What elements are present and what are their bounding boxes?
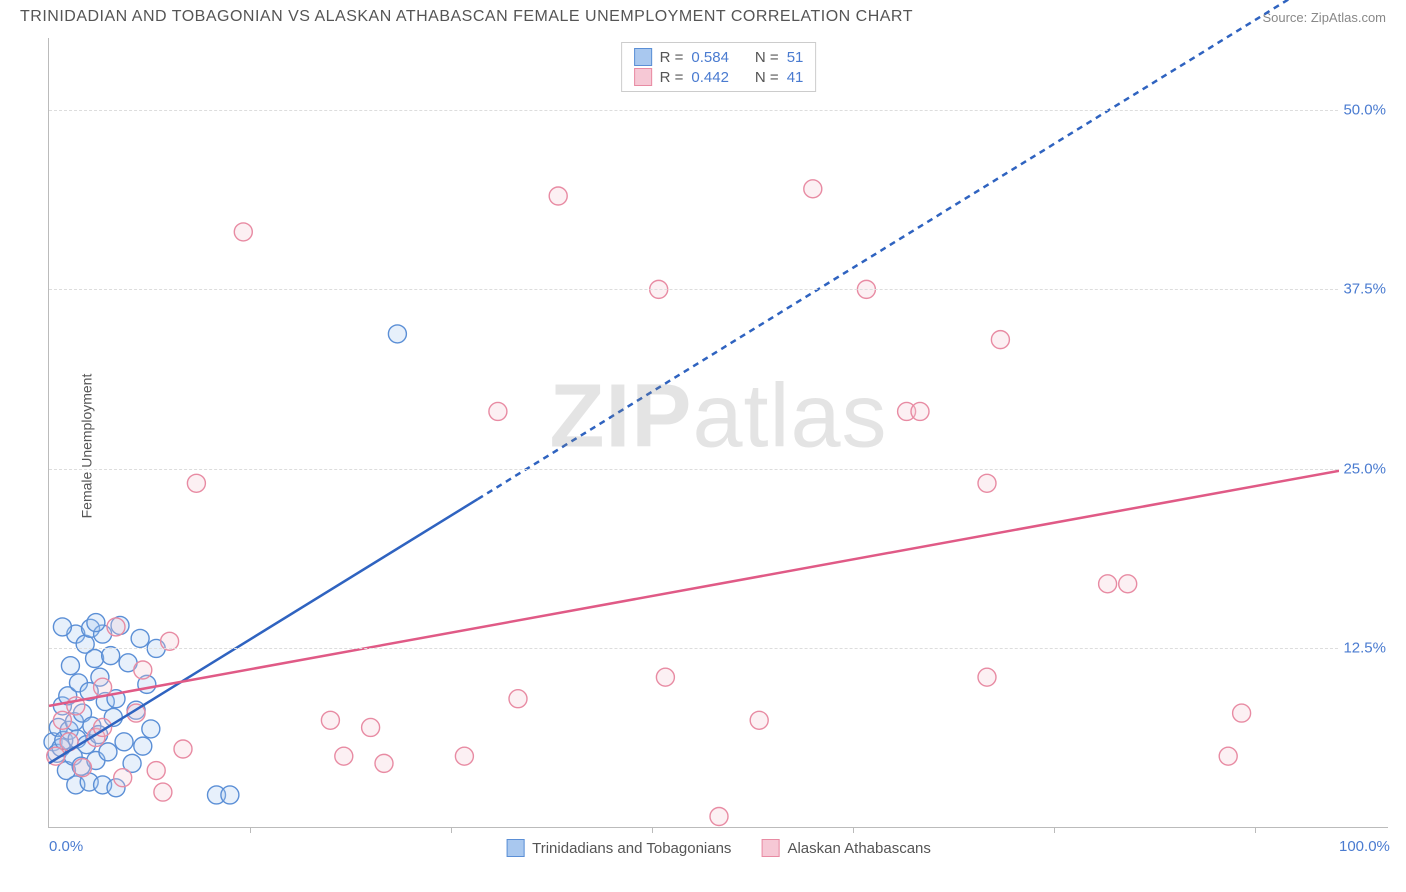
x-minor-tick xyxy=(250,827,251,833)
data-point xyxy=(114,769,132,787)
data-point xyxy=(187,474,205,492)
data-point xyxy=(86,650,104,668)
data-point xyxy=(174,740,192,758)
data-point xyxy=(1233,704,1251,722)
legend-r-label: R = xyxy=(660,49,684,66)
legend-swatch xyxy=(634,48,652,66)
chart-title: TRINIDADIAN AND TOBAGONIAN VS ALASKAN AT… xyxy=(20,8,913,26)
x-tick-label: 100.0% xyxy=(1339,838,1390,855)
legend-swatch xyxy=(506,839,524,857)
data-point xyxy=(978,474,996,492)
data-point xyxy=(131,629,149,647)
legend-row: R = 0.584 N = 51 xyxy=(634,47,804,67)
data-point xyxy=(1219,747,1237,765)
correlation-legend: R = 0.584 N = 51 R = 0.442 N = 41 xyxy=(621,42,817,92)
data-point xyxy=(1119,575,1137,593)
data-point xyxy=(804,180,822,198)
data-point xyxy=(489,402,507,420)
x-minor-tick xyxy=(451,827,452,833)
data-point xyxy=(710,808,728,826)
legend-n-value: 41 xyxy=(787,69,804,86)
data-point xyxy=(53,618,71,636)
data-point xyxy=(509,690,527,708)
source-label: Source: ZipAtlas.com xyxy=(1262,10,1386,25)
data-point xyxy=(375,754,393,772)
legend-r-value: 0.584 xyxy=(691,49,729,66)
y-tick-label: 12.5% xyxy=(1339,640,1390,657)
data-point xyxy=(362,718,380,736)
chart-plot-area: ZIPatlas R =0.584N =51R =0.442N =41 Trin… xyxy=(48,38,1388,828)
data-point xyxy=(221,786,239,804)
data-point xyxy=(134,737,152,755)
data-point xyxy=(74,759,92,777)
data-point xyxy=(549,187,567,205)
data-point xyxy=(147,762,165,780)
data-point xyxy=(911,402,929,420)
data-point xyxy=(87,614,105,632)
data-point xyxy=(750,711,768,729)
data-point xyxy=(455,747,473,765)
legend-r-value: 0.442 xyxy=(691,69,729,86)
data-point xyxy=(1099,575,1117,593)
legend-row: R = 0.442 N = 41 xyxy=(634,67,804,87)
data-point xyxy=(335,747,353,765)
y-tick-label: 50.0% xyxy=(1339,101,1390,118)
data-point xyxy=(991,331,1009,349)
legend-swatch xyxy=(634,68,652,86)
legend-r-label: R = xyxy=(660,69,684,86)
data-point xyxy=(234,223,252,241)
y-tick-label: 37.5% xyxy=(1339,281,1390,298)
data-point xyxy=(53,711,71,729)
data-point xyxy=(388,325,406,343)
grid-line xyxy=(49,289,1388,290)
series-legend-item: Trinidadians and Tobagonians xyxy=(506,839,731,857)
chart-svg xyxy=(49,38,1388,827)
data-point xyxy=(142,720,160,738)
data-point xyxy=(115,733,133,751)
series-legend: Trinidadians and Tobagonians Alaskan Atha… xyxy=(506,839,931,857)
regression-line xyxy=(49,462,1389,706)
grid-line xyxy=(49,648,1388,649)
legend-swatch xyxy=(761,839,779,857)
x-minor-tick xyxy=(853,827,854,833)
series-label: Trinidadians and Tobagonians xyxy=(532,840,731,857)
x-minor-tick xyxy=(1255,827,1256,833)
x-minor-tick xyxy=(652,827,653,833)
grid-line xyxy=(49,469,1388,470)
x-tick-label: 0.0% xyxy=(49,838,83,855)
y-tick-label: 25.0% xyxy=(1339,460,1390,477)
data-point xyxy=(134,661,152,679)
regression-line-dashed xyxy=(478,0,1389,499)
x-minor-tick xyxy=(1054,827,1055,833)
data-point xyxy=(99,743,117,761)
data-point xyxy=(978,668,996,686)
data-point xyxy=(656,668,674,686)
series-label: Alaskan Athabascans xyxy=(787,840,930,857)
legend-n-value: 51 xyxy=(787,49,804,66)
legend-n-label: N = xyxy=(755,69,779,86)
data-point xyxy=(94,678,112,696)
series-legend-item: Alaskan Athabascans xyxy=(761,839,930,857)
grid-line xyxy=(49,110,1388,111)
data-point xyxy=(107,618,125,636)
data-point xyxy=(321,711,339,729)
data-point xyxy=(154,783,172,801)
legend-n-label: N = xyxy=(755,49,779,66)
data-point xyxy=(61,657,79,675)
